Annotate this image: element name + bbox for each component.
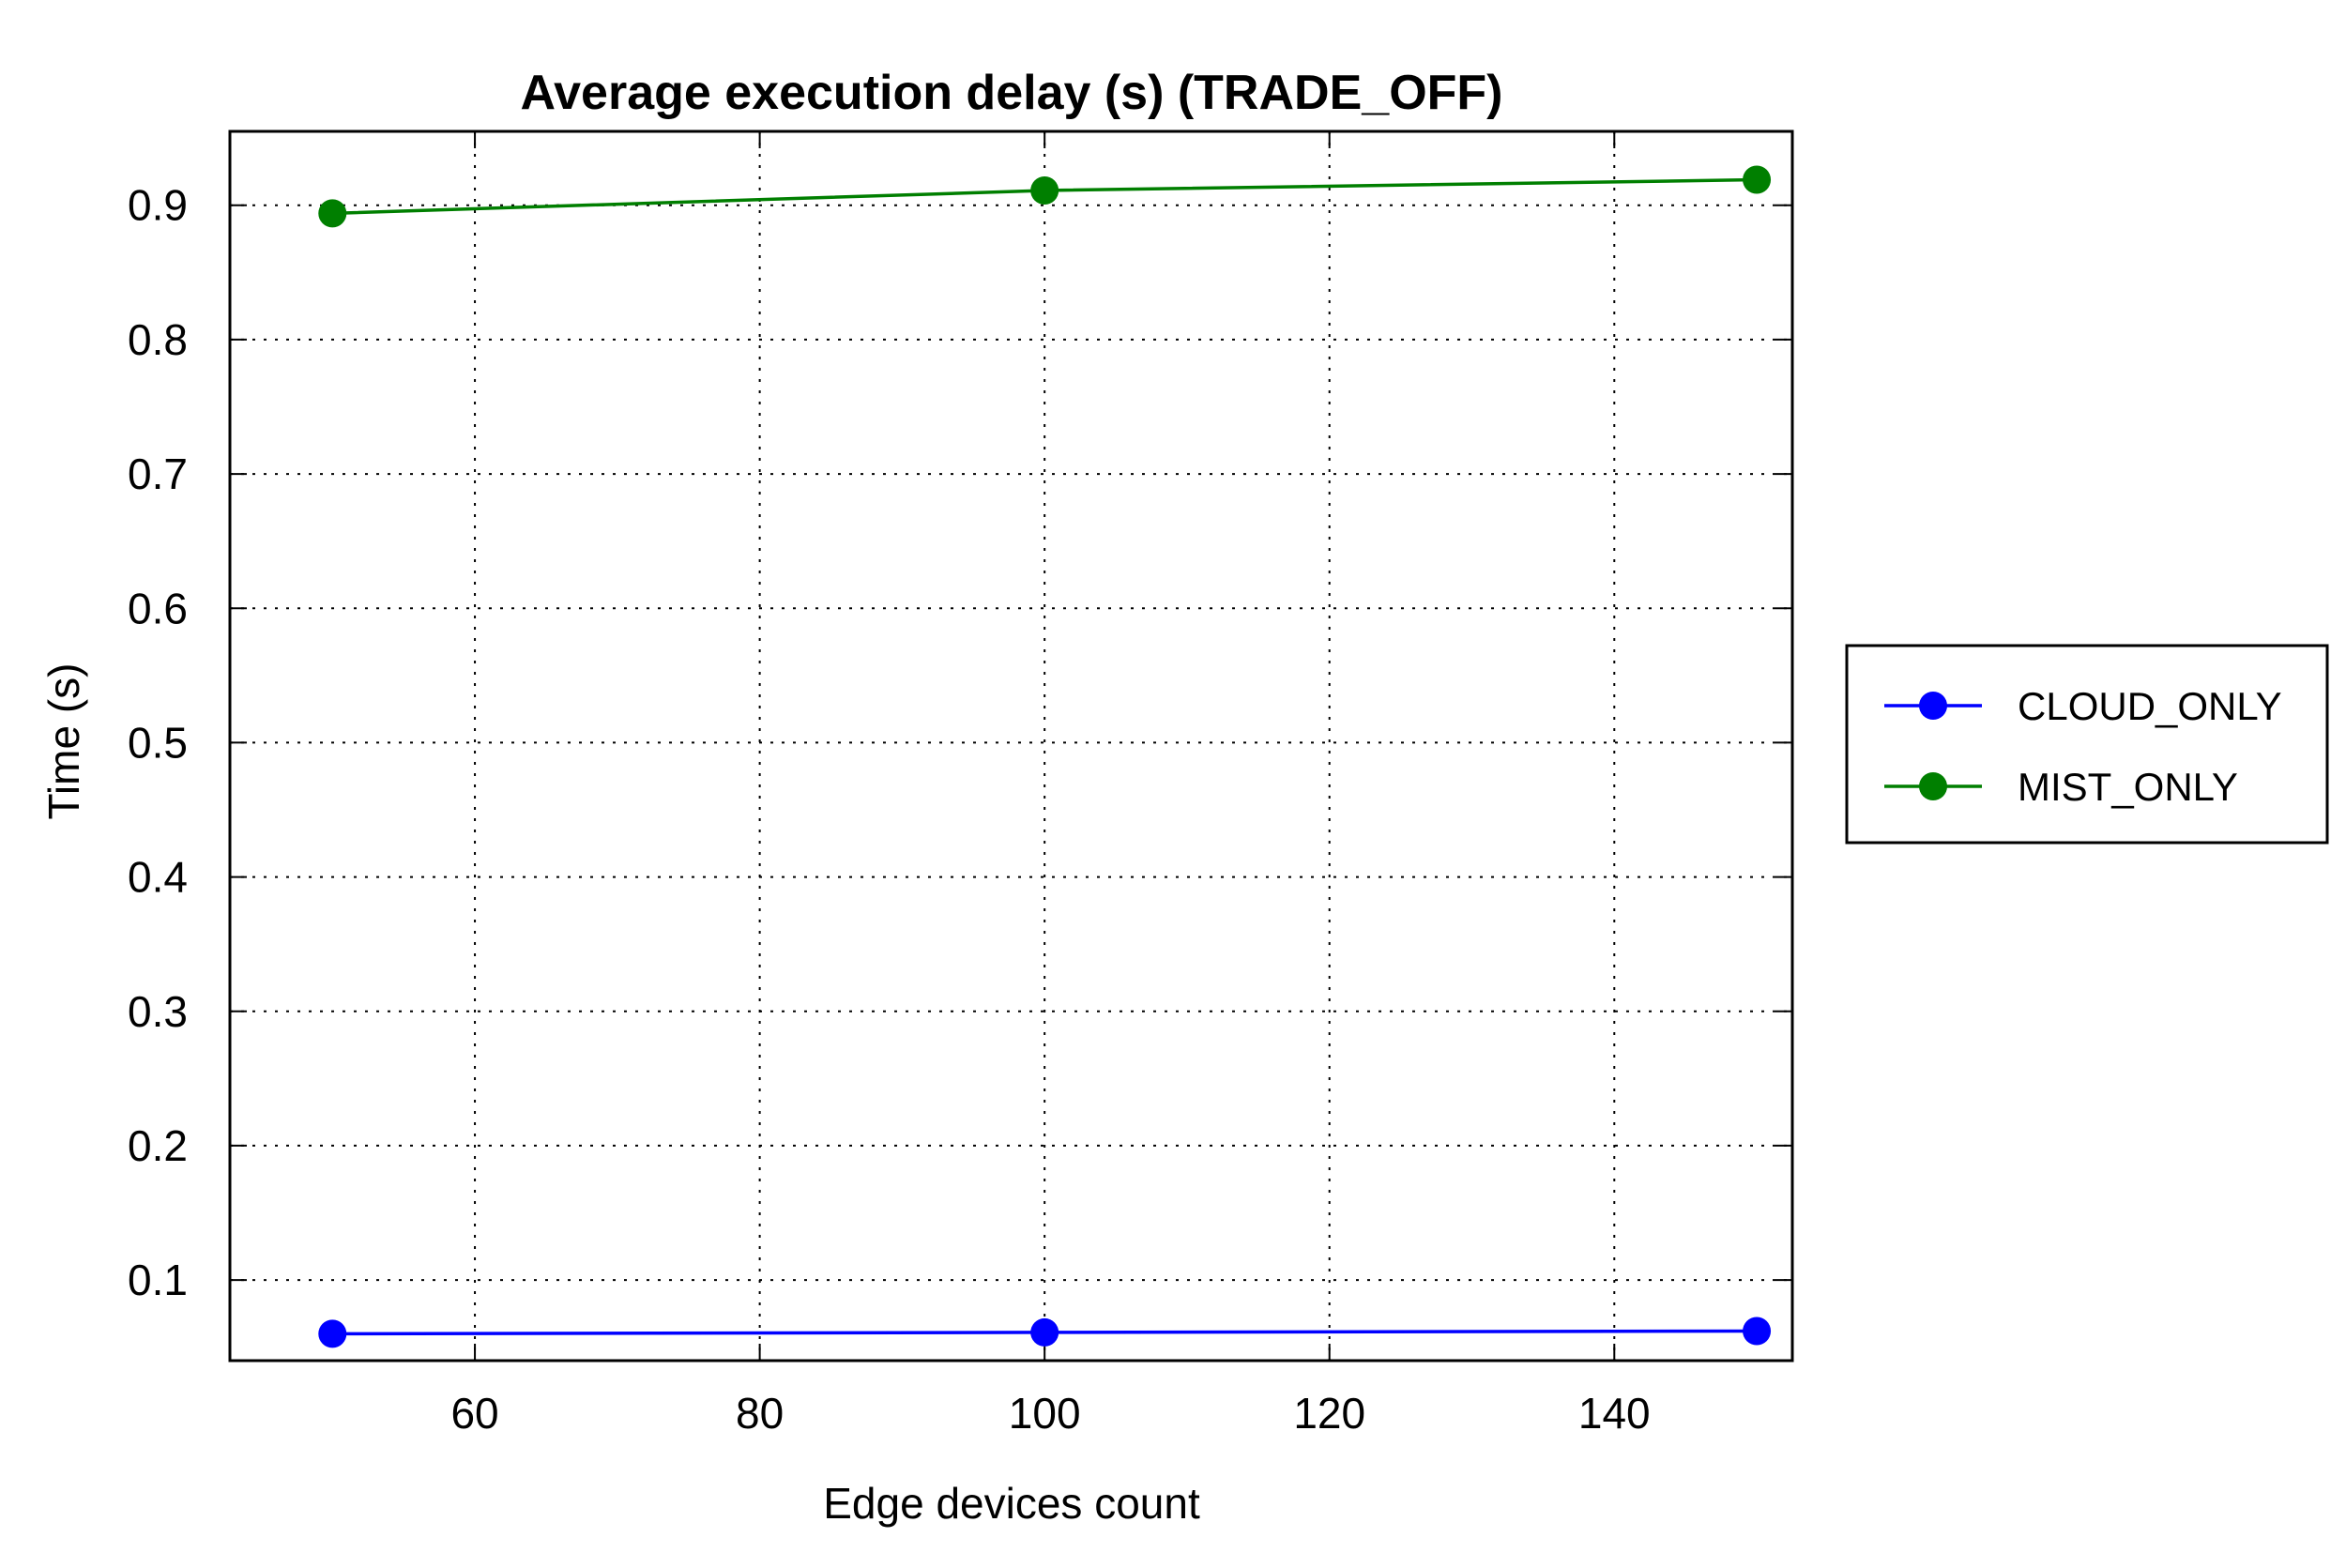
legend-marker-cloud-only	[1919, 692, 1947, 720]
grid-layer	[230, 131, 1792, 1361]
x-tick-label: 100	[1009, 1389, 1081, 1438]
y-axis-label: Time (s)	[39, 663, 88, 820]
legend-label-cloud-only: CLOUD_ONLY	[2018, 684, 2282, 728]
y-tick-label: 0.5	[128, 718, 188, 767]
chart-title: Average execution delay (s) (TRADE_OFF)	[521, 66, 1503, 120]
x-tick-label: 80	[736, 1389, 784, 1438]
plot-frame	[228, 129, 1794, 1362]
tick-layer: 60 80 100 120 140 0.1 0.2 0.3 0.4 0.5 0.6 0.7 0.8 0.9	[128, 131, 1792, 1438]
y-tick-label: 0.8	[128, 315, 188, 364]
y-tick-label: 0.3	[128, 987, 188, 1036]
y-tick-label: 0.9	[128, 181, 188, 230]
data-point-cloud-only	[318, 1319, 347, 1348]
legend-marker-mist-only	[1919, 772, 1947, 800]
y-tick-label: 0.7	[128, 449, 188, 498]
legend: CLOUD_ONLY MIST_ONLY	[1845, 644, 2329, 845]
legend-items: CLOUD_ONLY MIST_ONLY	[1884, 684, 2282, 809]
data-point-cloud-only	[1743, 1317, 1772, 1346]
y-tick-label: 0.1	[128, 1256, 188, 1304]
legend-box	[1845, 644, 2329, 845]
series-layer	[318, 165, 1772, 1348]
data-point-mist-only	[318, 199, 347, 228]
data-point-mist-only	[1030, 175, 1059, 205]
y-tick-label: 0.2	[128, 1121, 188, 1170]
x-tick-label: 140	[1578, 1389, 1651, 1438]
x-tick-label: 60	[450, 1389, 498, 1438]
x-axis-label: Edge devices count	[823, 1479, 1200, 1528]
y-tick-label: 0.6	[128, 584, 188, 632]
legend-label-mist-only: MIST_ONLY	[2018, 765, 2238, 809]
y-tick-label: 0.4	[128, 853, 188, 902]
x-tick-label: 120	[1293, 1389, 1365, 1438]
data-point-cloud-only	[1030, 1317, 1059, 1347]
data-point-mist-only	[1743, 165, 1772, 194]
